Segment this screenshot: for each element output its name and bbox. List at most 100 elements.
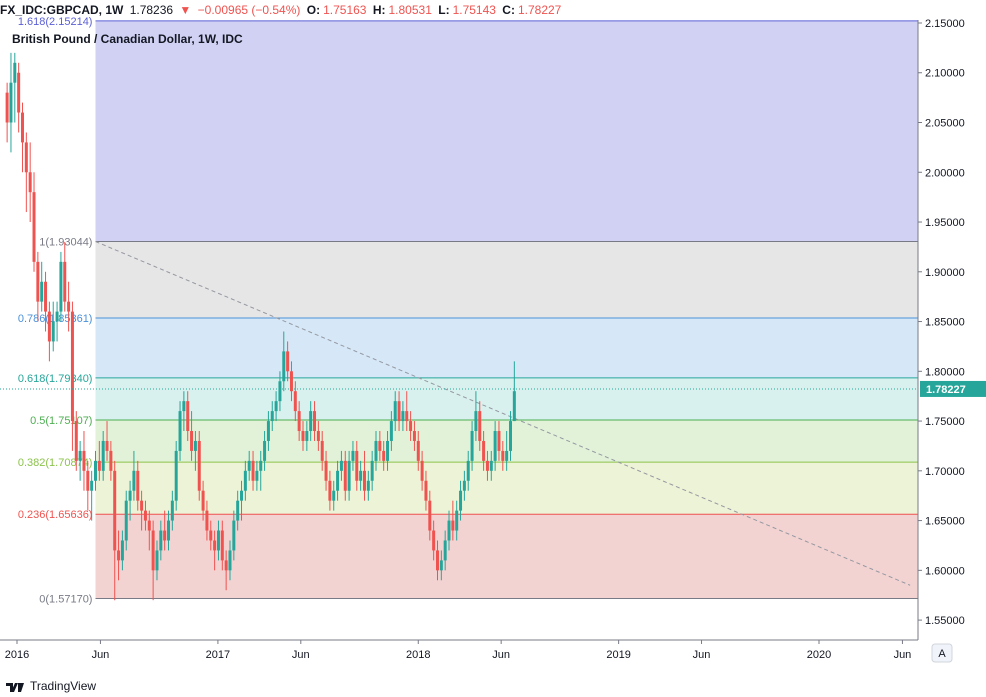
candle-body bbox=[386, 440, 390, 461]
candle bbox=[301, 421, 305, 451]
candle bbox=[124, 490, 128, 551]
candle bbox=[313, 401, 317, 441]
x-tick-label: 2018 bbox=[406, 649, 430, 661]
candle-body bbox=[28, 172, 32, 193]
candle bbox=[136, 460, 140, 511]
candle bbox=[51, 301, 55, 352]
candle-body bbox=[485, 460, 489, 471]
candle-body bbox=[424, 480, 428, 501]
candle bbox=[343, 450, 347, 501]
candle bbox=[163, 510, 167, 551]
y-tick-label: 1.75000 bbox=[925, 416, 965, 428]
open-label: O: bbox=[306, 3, 321, 17]
candle-body bbox=[159, 530, 163, 551]
candle-body bbox=[466, 460, 470, 481]
candle bbox=[13, 52, 17, 123]
candle bbox=[351, 440, 355, 471]
candle-body bbox=[132, 470, 136, 491]
candle bbox=[405, 391, 409, 432]
candle-body bbox=[263, 440, 267, 461]
candle-body bbox=[40, 281, 44, 302]
fib-level-label: 0.382(1.70874) bbox=[18, 457, 93, 469]
candle bbox=[435, 540, 439, 581]
candle bbox=[9, 52, 13, 153]
candle-body bbox=[289, 371, 293, 392]
candle-body bbox=[393, 401, 397, 422]
candle bbox=[374, 431, 378, 471]
candle bbox=[224, 550, 228, 591]
y-tick-label: 1.95000 bbox=[925, 217, 965, 229]
candle-body bbox=[251, 460, 255, 481]
auto-scale-button[interactable]: A bbox=[931, 643, 953, 663]
candle bbox=[74, 411, 78, 471]
y-tick-label: 1.80000 bbox=[925, 366, 965, 378]
candle bbox=[117, 530, 121, 581]
auto-scale-button-label: A bbox=[938, 648, 946, 660]
candle bbox=[359, 460, 363, 491]
candle-body bbox=[412, 431, 416, 441]
candle-body bbox=[443, 540, 447, 561]
candle-body bbox=[117, 550, 121, 561]
candle-body bbox=[320, 440, 324, 461]
candle bbox=[474, 391, 478, 441]
candle-body bbox=[505, 450, 509, 461]
candle bbox=[182, 391, 186, 432]
candle-body bbox=[174, 450, 178, 501]
candle bbox=[289, 361, 293, 402]
candle bbox=[186, 391, 190, 441]
candle bbox=[259, 450, 263, 491]
close-label: C: bbox=[502, 3, 515, 17]
candle bbox=[409, 411, 413, 441]
candle-body bbox=[5, 92, 9, 123]
candle-body bbox=[36, 261, 40, 302]
candle-body bbox=[512, 391, 516, 422]
candle bbox=[59, 251, 63, 322]
candle-body bbox=[236, 500, 240, 521]
candle bbox=[197, 431, 201, 501]
candle bbox=[478, 401, 482, 451]
fib-level-label: 1.618(2.15214) bbox=[18, 16, 93, 28]
candle bbox=[143, 500, 147, 531]
candle bbox=[459, 480, 463, 521]
fib-zone bbox=[95, 377, 918, 420]
candle-body bbox=[462, 480, 466, 491]
candle bbox=[113, 460, 117, 601]
candle-body bbox=[332, 490, 336, 501]
candle-body bbox=[167, 520, 171, 541]
candle-body bbox=[86, 470, 90, 491]
x-tick-label: 2020 bbox=[807, 649, 831, 661]
candle bbox=[247, 450, 251, 481]
candle-body bbox=[155, 550, 159, 571]
candle-body bbox=[501, 450, 505, 461]
candle bbox=[362, 450, 366, 501]
symbol-label[interactable]: FX_IDC:GBPCAD, 1W bbox=[0, 3, 124, 17]
candle bbox=[482, 431, 486, 471]
candle bbox=[93, 450, 97, 491]
fib-level-label: 0(1.57170) bbox=[39, 594, 92, 606]
candle bbox=[324, 450, 328, 491]
high-label: H: bbox=[372, 3, 386, 17]
fib-zone bbox=[95, 317, 918, 378]
candle bbox=[412, 421, 416, 451]
candle bbox=[432, 520, 436, 561]
candle bbox=[255, 460, 259, 491]
candle bbox=[493, 421, 497, 471]
candle bbox=[274, 391, 278, 422]
candle-body bbox=[20, 112, 24, 143]
candle-body bbox=[205, 510, 209, 531]
candle bbox=[455, 500, 459, 541]
candle-body bbox=[74, 421, 78, 461]
candle-body bbox=[193, 440, 197, 451]
candle bbox=[213, 530, 217, 571]
candle-body bbox=[397, 401, 401, 422]
candle bbox=[293, 381, 297, 422]
brand-label[interactable]: TradingView bbox=[30, 679, 97, 693]
candle bbox=[266, 411, 270, 451]
candle bbox=[44, 271, 48, 332]
candle bbox=[155, 540, 159, 581]
candle bbox=[147, 510, 151, 551]
candle-body bbox=[451, 520, 455, 531]
candle bbox=[97, 440, 101, 481]
candle-body bbox=[59, 261, 63, 312]
